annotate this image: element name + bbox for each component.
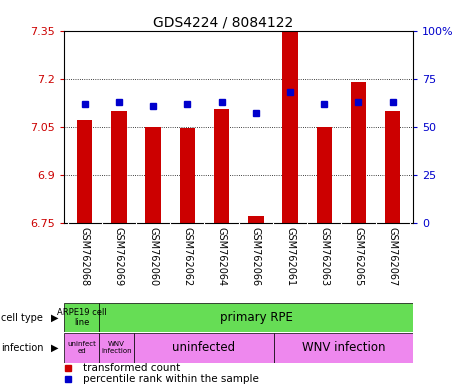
FancyBboxPatch shape (64, 333, 99, 363)
Bar (385, 111, 400, 223)
Text: GSM762068: GSM762068 (80, 227, 90, 286)
FancyBboxPatch shape (274, 333, 413, 363)
Text: uninfected: uninfected (172, 341, 235, 354)
Bar (180, 128, 195, 223)
FancyBboxPatch shape (64, 303, 99, 332)
Text: infection: infection (1, 343, 44, 353)
Text: cell type: cell type (1, 313, 43, 323)
Text: GSM762064: GSM762064 (217, 227, 227, 286)
Text: GSM762063: GSM762063 (319, 227, 329, 286)
Text: ▶: ▶ (51, 343, 58, 353)
Text: GSM762062: GSM762062 (182, 227, 192, 286)
Text: GSM762066: GSM762066 (251, 227, 261, 286)
Text: GSM762065: GSM762065 (353, 227, 363, 286)
Text: GSM762069: GSM762069 (114, 227, 124, 286)
Bar (214, 109, 229, 223)
Bar (77, 120, 92, 223)
FancyBboxPatch shape (99, 303, 413, 332)
Bar (248, 216, 264, 223)
Bar (282, 32, 298, 223)
Text: ARPE19 cell
line: ARPE19 cell line (57, 308, 106, 328)
Text: WNV infection: WNV infection (302, 341, 385, 354)
Bar (316, 127, 332, 223)
Bar (351, 82, 366, 223)
Text: GDS4224 / 8084122: GDS4224 / 8084122 (153, 15, 294, 29)
Text: primary RPE: primary RPE (220, 311, 293, 324)
Text: GSM762061: GSM762061 (285, 227, 295, 286)
Text: transformed count: transformed count (83, 363, 180, 373)
Text: GSM762067: GSM762067 (388, 227, 398, 286)
Text: GSM762060: GSM762060 (148, 227, 158, 286)
Bar (145, 127, 161, 223)
Text: WNV
infection: WNV infection (101, 341, 132, 354)
Text: percentile rank within the sample: percentile rank within the sample (83, 374, 259, 384)
Text: ▶: ▶ (51, 313, 58, 323)
Bar (111, 111, 127, 223)
FancyBboxPatch shape (134, 333, 274, 363)
Text: uninfect
ed: uninfect ed (67, 341, 96, 354)
FancyBboxPatch shape (99, 333, 134, 363)
